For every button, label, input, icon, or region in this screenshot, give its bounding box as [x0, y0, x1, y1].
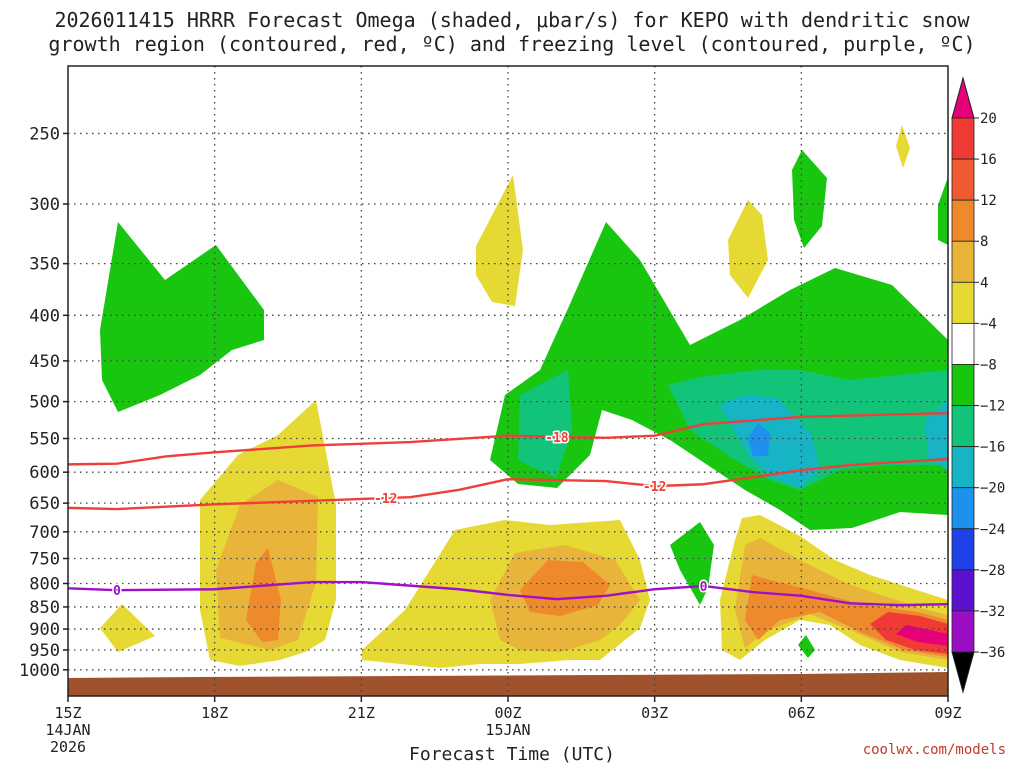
omega-region-descent-upper-05z: [728, 200, 768, 298]
omega-region-ascent-top-right: [792, 150, 827, 248]
x-tick-sublabel-14JAN: 14JAN: [45, 721, 90, 739]
y-tick-label-600: 600: [29, 463, 60, 483]
contour-line-2: [68, 580, 948, 607]
omega-region-ascent-upper-left: [100, 222, 264, 412]
omega-region-descent-right-extreme: [896, 625, 948, 646]
colorbar-swatch-9: [951, 487, 975, 530]
omega-region-ascent-edge-right: [938, 177, 948, 245]
y-tick-label-400: 400: [29, 306, 60, 326]
colorbar-label-12: −32: [980, 604, 1005, 620]
colorbar-swatch-3: [951, 240, 975, 283]
y-tick-label-300: 300: [29, 195, 60, 215]
y-tick-label-550: 550: [29, 430, 60, 450]
colorbar-label-7: −12: [980, 399, 1005, 415]
colorbar: 20 16 12 8 4 −4 −8 −12 −16 −20 −24 −28 −32 −36: [951, 76, 1005, 694]
colorbar-swatch-4: [951, 281, 975, 324]
y-tick-label-450: 450: [29, 352, 60, 372]
colorbar-swatch-0: [951, 117, 975, 160]
x-tick-label-18Z: 18Z: [201, 704, 228, 722]
omega-region-ascent-small-06z: [798, 635, 815, 658]
contour-lines: -18 -12 -12 0 0: [68, 411, 948, 607]
y-tick-label-1000: 1000: [19, 661, 60, 681]
colorbar-top-arrow: [951, 76, 975, 119]
contour-label-2-1: 0: [700, 580, 708, 595]
grid-lines: [68, 66, 948, 696]
y-tick-label-850: 850: [29, 598, 60, 618]
colorbar-swatch-2: [951, 199, 975, 242]
colorbar-label-8: −16: [980, 440, 1005, 456]
x-tick-label-00Z: 00Z: [494, 704, 521, 722]
y-tick-label-500: 500: [29, 393, 60, 413]
y-axis: 2503003504004505005506006507007508008509…: [19, 124, 68, 681]
colorbar-label-1: 16: [980, 152, 997, 168]
x-tick-label-21Z: 21Z: [348, 704, 375, 722]
colorbar-label-13: −36: [980, 645, 1005, 661]
colorbar-swatch-11: [951, 569, 975, 612]
colorbar-label-10: −24: [980, 522, 1005, 538]
omega-region-ascent-teal-left: [518, 370, 572, 478]
colorbar-swatch-8: [951, 446, 975, 489]
contour-label-2-0: 0: [113, 584, 121, 599]
colorbar-swatch-10: [951, 528, 975, 571]
chart-title-line-1: 2026011415 HRRR Forecast Omega (shaded, …: [54, 8, 970, 32]
x-tick-label-15Z: 15Z: [54, 704, 81, 722]
x-axis-title: Forecast Time (UTC): [409, 744, 615, 765]
x-tick-label-06Z: 06Z: [788, 704, 815, 722]
omega-region-ascent-small-04z: [670, 522, 714, 605]
colorbar-swatch-7: [951, 405, 975, 448]
colorbar-label-3: 8: [980, 234, 988, 250]
colorbar-label-4: 4: [980, 275, 988, 291]
y-tick-label-250: 250: [29, 124, 60, 144]
colorbar-swatch-1: [951, 158, 975, 201]
y-tick-label-900: 900: [29, 620, 60, 640]
omega-region-ascent-cyan-edge: [925, 400, 948, 470]
colorbar-label-11: −28: [980, 563, 1005, 579]
x-tick-label-09Z: 09Z: [934, 704, 961, 722]
credit-text: coolwx.com/models: [862, 742, 1006, 758]
colorbar-label-6: −8: [980, 357, 997, 373]
colorbar-bottom-arrow: [951, 651, 975, 694]
y-tick-label-650: 650: [29, 494, 60, 514]
colorbar-swatch-12: [951, 610, 975, 653]
contour-line-1: [68, 457, 948, 511]
colorbar-label-5: −4: [980, 316, 997, 332]
y-tick-label-750: 750: [29, 550, 60, 570]
omega-region-descent-upper-00z: [476, 175, 523, 306]
omega-region-descent-small-left: [100, 604, 155, 652]
contour-line-0: [68, 411, 948, 466]
y-tick-label-350: 350: [29, 255, 60, 275]
contour-label-1-1: -12: [643, 480, 666, 495]
chart-title-line-2: growth region (contoured, red, ºC) and f…: [48, 32, 976, 56]
colorbar-label-0: 20: [980, 111, 997, 127]
colorbar-label-9: −20: [980, 481, 1005, 497]
y-tick-label-700: 700: [29, 523, 60, 543]
x-tick-sublabel-15JAN: 15JAN: [485, 721, 530, 739]
contour-label-1-0: -12: [374, 492, 397, 507]
colorbar-swatch-6: [951, 364, 975, 406]
x-tick-label-03Z: 03Z: [641, 704, 668, 722]
colorbar-swatch-5: [951, 322, 975, 365]
x-tick-sublabel-2026: 2026: [50, 738, 86, 756]
omega-region-ascent-blue: [748, 423, 770, 456]
y-tick-label-950: 950: [29, 641, 60, 661]
omega-region-descent-middle-max: [520, 560, 610, 616]
colorbar-label-2: 12: [980, 193, 997, 209]
contour-label-0-0: -18: [545, 431, 569, 446]
omega-region-descent-left-max: [246, 548, 281, 642]
omega-region-descent-top-right: [896, 125, 910, 168]
y-tick-label-800: 800: [29, 574, 60, 594]
omega-shading: [100, 125, 948, 668]
